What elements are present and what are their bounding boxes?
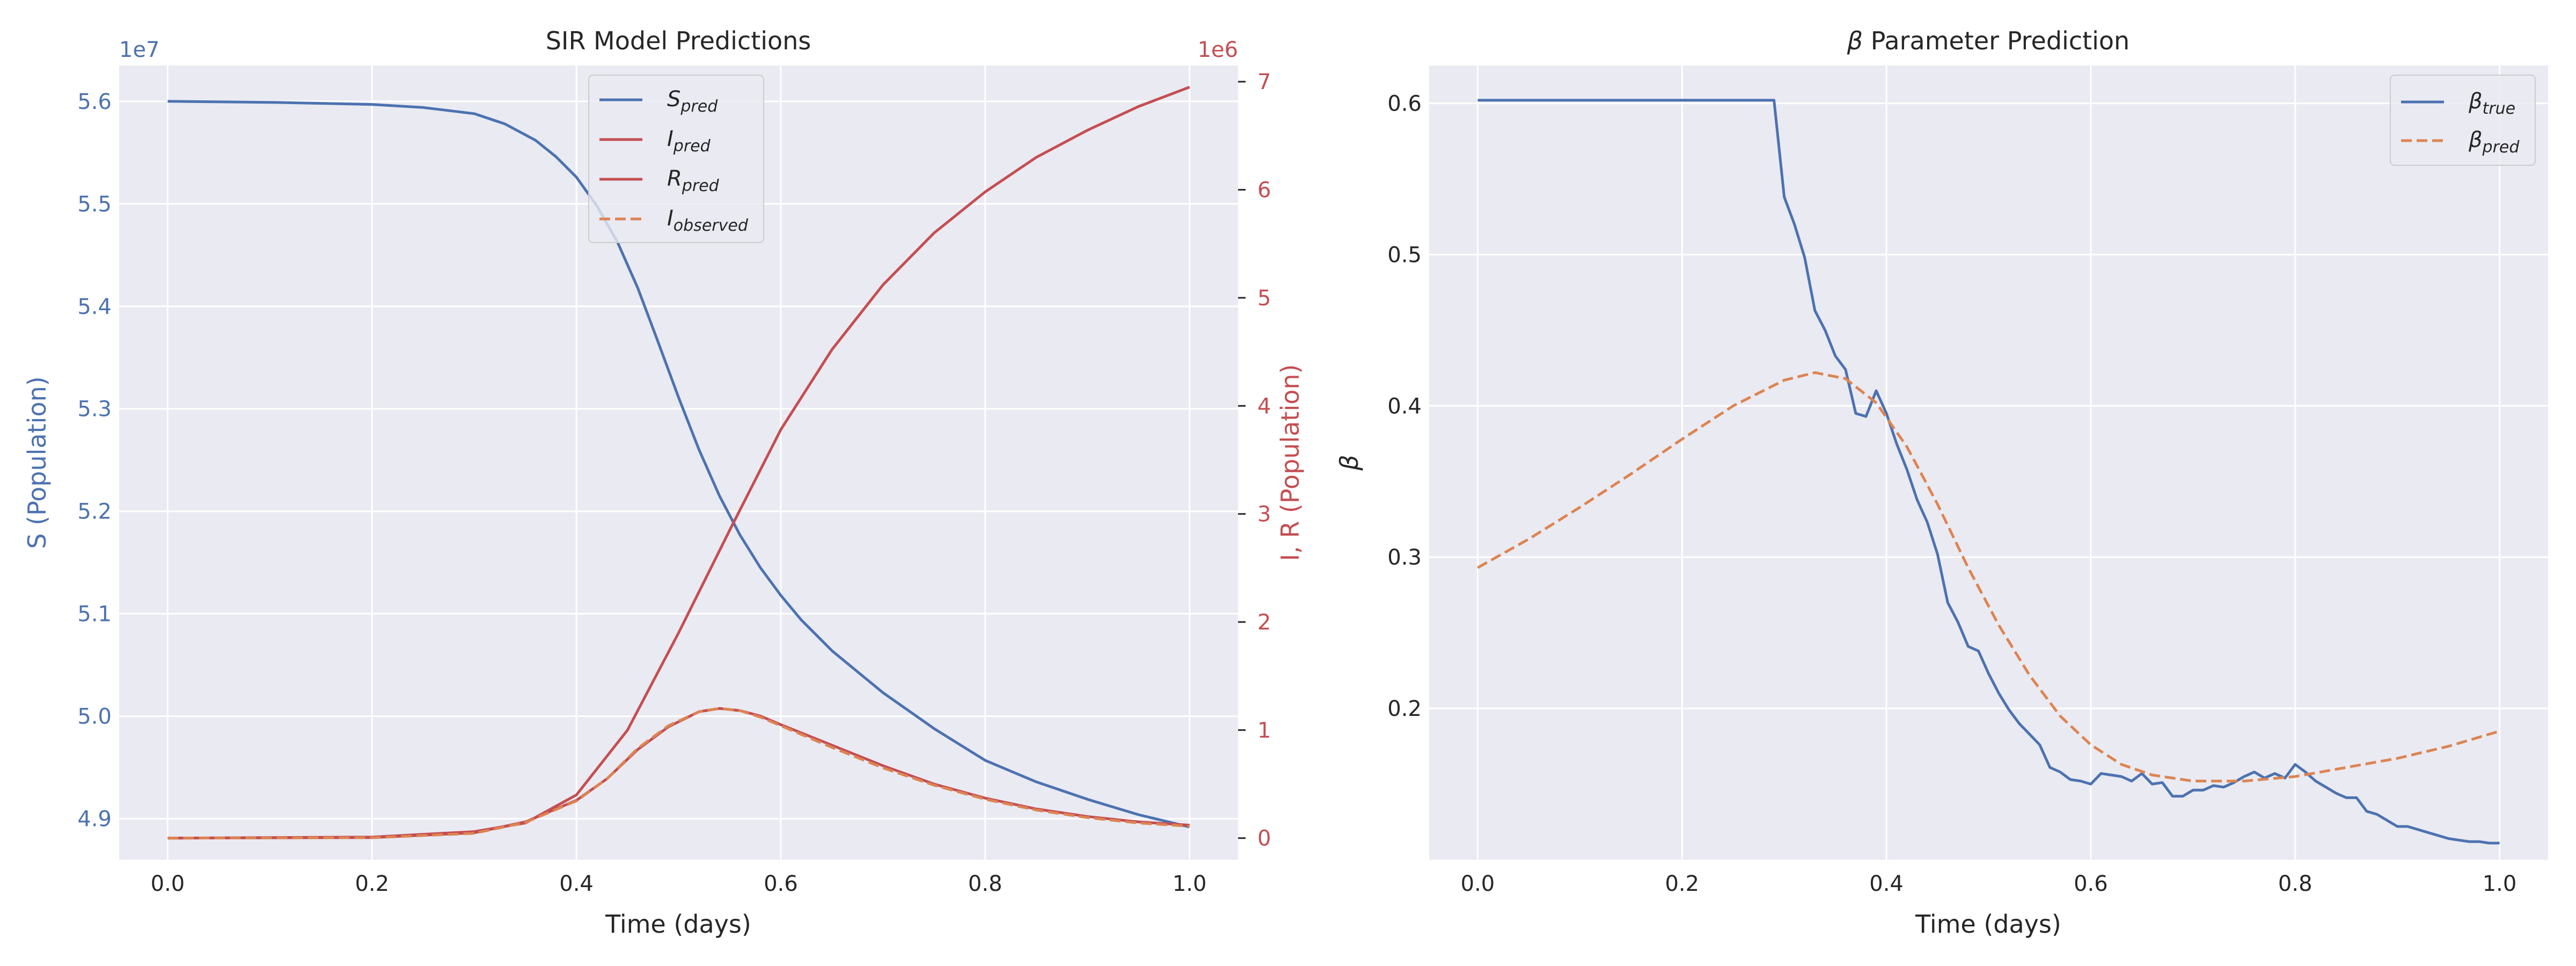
beta-legend-label-true: βtrue [2468,89,2515,118]
sir-y-right-tick-label: 1 [1257,718,1271,743]
beta-y-tick-label: 0.2 [1387,697,1422,721]
beta-series-pred-line [1477,371,2500,782]
sir-lines [167,85,1190,840]
beta-plot-area [1429,65,2548,860]
sir-y-left-tick-label: 4.9 [77,807,112,832]
beta-x-tick-label: 0.6 [2074,872,2108,896]
sir-x-tick-label: 0.8 [968,872,1002,896]
sir-y-left-tick-label: 5.6 [77,90,112,114]
beta-y-tick-label: 0.5 [1387,243,1422,267]
sir-x-ticks: 0.0 0.2 0.4 0.6 0.8 1.0 [151,872,1207,896]
sir-legend-item-s: Spred [599,87,718,116]
sir-legend-sub-r: pred [682,177,720,195]
beta-panel: β Parameter Prediction Time (days) β 0.0… [1335,26,2548,939]
sir-right-offset-label: 1e6 [1197,38,1238,62]
beta-title-symbol: β [1847,26,1863,55]
sir-x-tick-label: 0.0 [151,872,185,896]
sir-legend-label-i-observed: Iobserved [667,206,749,235]
sir-y-right-tick-label: 5 [1257,286,1271,311]
sir-y-left-tick-label: 5.3 [77,397,112,422]
sir-legend-item-i-observed: Iobserved [599,206,749,235]
beta-legend-label-pred: βpred [2468,128,2520,157]
sir-legend: Spred Ipred Rpred Iobserved [588,75,764,243]
beta-legend-sub-pred: pred [2482,138,2520,157]
sir-x-axis-label: Time (days) [605,910,751,939]
beta-x-tick-label: 0.8 [2278,872,2312,896]
sir-legend-item-r: Rpred [599,166,720,195]
beta-y-ticks: 0.2 0.3 0.4 0.5 0.6 [1387,91,1422,721]
beta-legend-box [2390,75,2536,166]
sir-y-left-tick-label: 5.1 [77,602,112,627]
beta-y-tick-label: 0.3 [1387,545,1422,570]
sir-y-right-tick-label: 4 [1257,394,1271,419]
sir-x-tick-label: 0.2 [355,872,389,896]
sir-panel: SIR Model Predictions Time (days) S (Pop… [23,26,1305,939]
sir-legend-sub-i-observed: observed [674,216,749,235]
sir-left-offset-label: 1e7 [119,38,160,62]
beta-chart-title: β Parameter Prediction [1847,26,2129,55]
sir-legend-main-i: I [667,127,674,151]
beta-series-true-line [1477,99,2500,845]
sir-y-left-tick-label: 5.0 [77,705,112,729]
sir-y-left-ticks: 4.9 5.0 5.1 5.2 5.3 5.4 5.5 5.6 [77,90,112,832]
beta-x-tick-label: 0.0 [1461,872,1495,896]
sir-series-i-observed-line [167,707,1190,840]
sir-legend-label-i: Ipred [667,127,711,156]
beta-y-axis-label: β [1335,455,1364,471]
sir-y-right-tick-label: 0 [1257,826,1271,851]
sir-y-right-axis-label: I, R (Population) [1276,364,1305,561]
beta-y-tick-label: 0.6 [1387,91,1422,116]
beta-legend-main-true: β [2468,89,2483,114]
sir-y-right-ticks: 0 1 2 3 4 5 6 7 [1238,70,1271,851]
sir-y-left-tick-label: 5.4 [77,295,112,319]
sir-legend-box [588,75,764,243]
sir-legend-sub-s: pred [680,97,718,116]
sir-y-right-tick-label: 7 [1257,70,1271,94]
sir-legend-label-r: Rpred [667,166,720,195]
sir-x-tick-label: 0.6 [764,872,798,896]
sir-y-left-tick-label: 5.2 [77,500,112,524]
sir-y-right-tick-label: 6 [1257,178,1271,203]
sir-series-r-pred-line [167,85,1190,840]
sir-legend-main-r: R [667,166,682,191]
beta-legend: βtrue βpred [2390,75,2536,166]
sir-legend-label-s: Spred [667,87,718,116]
beta-x-ticks: 0.0 0.2 0.4 0.6 0.8 1.0 [1461,872,2517,896]
sir-x-tick-label: 0.4 [559,872,594,896]
sir-legend-main-i-observed: I [667,206,674,231]
sir-y-right-tick-label: 2 [1257,610,1271,635]
beta-x-tick-label: 0.4 [1869,872,1904,896]
beta-x-axis-label: Time (days) [1915,910,2061,939]
beta-x-tick-label: 0.2 [1665,872,1699,896]
sir-y-right-tick-label: 3 [1257,502,1271,527]
sir-x-tick-label: 1.0 [1173,872,1207,896]
beta-title-text: Parameter Prediction [1871,26,2129,55]
beta-legend-item-true: βtrue [2401,89,2515,118]
sir-y-left-axis-label: S (Population) [23,376,52,548]
beta-legend-item-pred: βpred [2401,128,2520,157]
sir-series-s-pred-line [167,100,1190,829]
beta-y-tick-label: 0.4 [1387,394,1422,419]
beta-x-tick-label: 1.0 [2483,872,2517,896]
beta-legend-sub-true: true [2483,99,2516,118]
sir-y-left-tick-label: 5.5 [77,192,112,217]
beta-lines [1477,99,2500,845]
sir-legend-main-s: S [667,87,680,112]
beta-grid [1429,65,2548,860]
sir-legend-item-i: Ipred [599,127,711,156]
beta-legend-main-pred: β [2468,128,2483,152]
sir-legend-sub-i: pred [673,137,711,156]
sir-chart-title: SIR Model Predictions [546,26,811,55]
